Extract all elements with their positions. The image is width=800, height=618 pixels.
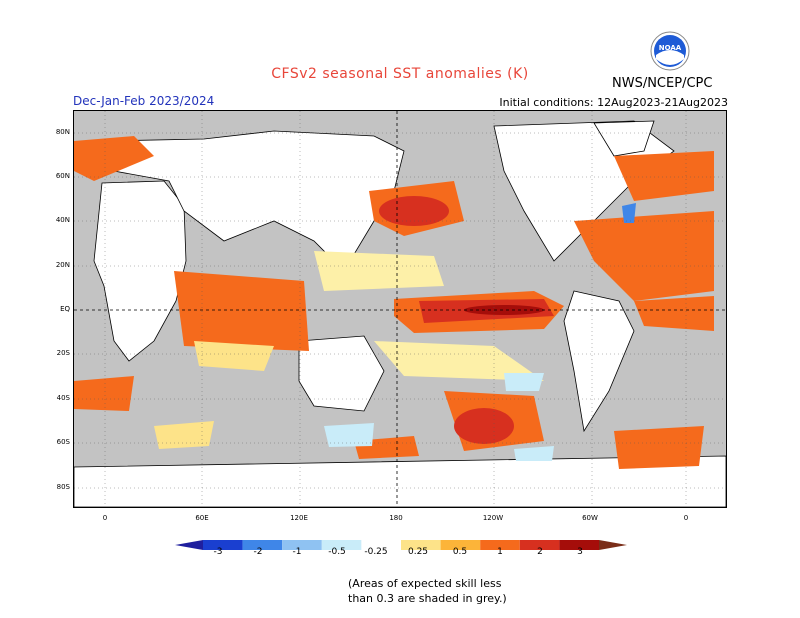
colorbar-label: 0.5 xyxy=(452,547,468,557)
colorbar-label: 0.25 xyxy=(407,547,429,557)
noaa-logo-text: NOAA xyxy=(659,44,682,52)
colorbar-segment xyxy=(559,540,599,550)
colorbar-segment xyxy=(519,540,560,550)
skill-note-line: (Areas of expected skill less xyxy=(348,577,502,590)
colorbar-label: -1 xyxy=(292,547,302,557)
colorbar-label: -0.25 xyxy=(364,547,388,557)
anomaly-patches xyxy=(74,136,714,469)
lat-label: 60N xyxy=(55,172,70,180)
colorbar-segment xyxy=(282,540,322,550)
lat-label: 40S xyxy=(56,394,70,402)
lat-label: 20N xyxy=(55,261,70,269)
lon-label: 0 xyxy=(683,514,689,522)
colorbar-segment xyxy=(242,540,283,550)
colorbar-arrow-low xyxy=(175,540,203,550)
lat-label: 20S xyxy=(56,349,70,357)
lat-label: EQ xyxy=(60,305,70,313)
colorbar-label: -0.5 xyxy=(328,547,346,557)
graticule xyxy=(74,111,726,507)
colorbar xyxy=(175,536,627,555)
map-title: CFSv2 seasonal SST anomalies (K) xyxy=(271,66,529,82)
lon-label: 60W xyxy=(582,514,598,522)
colorbar-segment xyxy=(401,540,441,550)
colorbar-label: -3 xyxy=(213,547,223,557)
agency-label: NWS/NCEP/CPC xyxy=(612,76,713,91)
land-masses xyxy=(74,120,726,507)
colorbar-label: -2 xyxy=(253,547,263,557)
noaa-logo-icon: NOAA xyxy=(650,31,690,71)
lon-label: 0 xyxy=(102,514,108,522)
colorbar-label: 2 xyxy=(537,547,543,557)
lon-label: 180 xyxy=(389,514,403,522)
skill-note-line: than 0.3 are shaded in grey.) xyxy=(348,592,507,605)
colorbar-segment xyxy=(361,540,401,550)
sst-anomaly-map xyxy=(73,110,727,508)
lat-label: 60S xyxy=(56,438,70,446)
colorbar-segment xyxy=(480,540,520,550)
colorbar-segment xyxy=(440,540,481,550)
lon-label: 120W xyxy=(482,514,504,522)
lon-label: 60E xyxy=(195,514,209,522)
season-label: Dec-Jan-Feb 2023/2024 xyxy=(73,94,215,108)
lat-label: 80N xyxy=(55,128,70,136)
colorbar-segment xyxy=(321,540,362,550)
lat-label: 80S xyxy=(56,483,70,491)
skill-note: (Areas of expected skill less than 0.3 a… xyxy=(348,576,507,606)
lon-label: 120E xyxy=(290,514,308,522)
colorbar-label: 1 xyxy=(497,547,503,557)
colorbar-segment xyxy=(203,540,243,550)
lat-label: 40N xyxy=(55,216,70,224)
colorbar-arrow-high xyxy=(599,540,627,550)
colorbar-label: 3 xyxy=(577,547,583,557)
initial-conditions-label: Initial conditions: 12Aug2023-21Aug2023 xyxy=(499,96,728,109)
